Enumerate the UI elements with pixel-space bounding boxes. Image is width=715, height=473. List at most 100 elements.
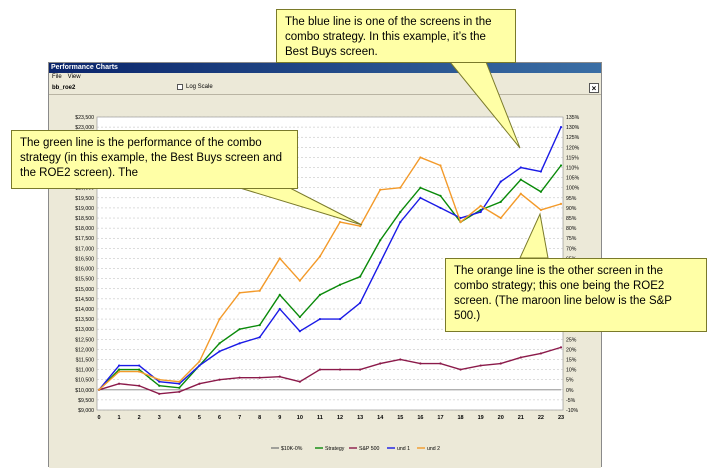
y-tick-label: $10,000 bbox=[75, 388, 94, 394]
log-scale-label: Log Scale bbox=[186, 84, 213, 90]
y2-tick-label: 70% bbox=[566, 246, 577, 252]
y-tick-label: $16,500 bbox=[75, 256, 94, 262]
x-tick-label: 23 bbox=[558, 415, 564, 421]
data-point bbox=[158, 378, 161, 381]
y2-tick-label: 105% bbox=[566, 176, 580, 182]
x-tick-label: 0 bbox=[97, 415, 100, 421]
y2-tick-label: 135% bbox=[566, 115, 580, 121]
y-tick-label: $17,000 bbox=[75, 246, 94, 252]
data-point bbox=[439, 194, 442, 197]
y-tick-label: $12,500 bbox=[75, 337, 94, 343]
chart-name: bb_roe2 bbox=[52, 85, 76, 91]
data-point bbox=[158, 384, 161, 387]
data-point bbox=[198, 382, 201, 385]
data-point bbox=[138, 384, 141, 387]
x-tick-label: 19 bbox=[478, 415, 484, 421]
data-point bbox=[258, 324, 261, 327]
data-point bbox=[258, 376, 261, 379]
data-point bbox=[459, 220, 462, 224]
data-point bbox=[419, 362, 422, 365]
data-point bbox=[278, 293, 281, 296]
data-point bbox=[178, 380, 181, 383]
data-point bbox=[158, 380, 161, 383]
y2-tick-label: 80% bbox=[566, 226, 577, 232]
y2-tick-label: 25% bbox=[566, 337, 577, 343]
data-point bbox=[338, 283, 342, 286]
legend-label: S&P 500 bbox=[359, 446, 379, 452]
y-tick-label: $15,500 bbox=[75, 277, 94, 283]
data-point bbox=[318, 255, 322, 258]
x-tick-label: 6 bbox=[218, 415, 221, 421]
close-chart-button[interactable]: × bbox=[589, 83, 599, 93]
data-point bbox=[238, 291, 241, 294]
y-tick-label: $18,500 bbox=[75, 216, 94, 222]
menu-file[interactable]: File bbox=[52, 74, 62, 80]
data-point bbox=[419, 156, 422, 159]
x-tick-label: 21 bbox=[518, 415, 524, 421]
x-tick-label: 8 bbox=[258, 415, 261, 421]
series-line bbox=[98, 156, 562, 391]
x-tick-label: 17 bbox=[437, 415, 443, 421]
x-tick-label: 7 bbox=[238, 415, 241, 421]
y-tick-label: $10,500 bbox=[75, 378, 94, 384]
data-point bbox=[399, 186, 402, 189]
data-point bbox=[539, 208, 543, 212]
data-point bbox=[218, 378, 221, 381]
x-tick-label: 10 bbox=[297, 415, 303, 421]
data-point bbox=[519, 192, 522, 195]
data-point bbox=[479, 210, 482, 214]
data-point bbox=[338, 317, 342, 321]
data-point bbox=[117, 382, 121, 385]
data-point bbox=[379, 188, 382, 191]
y-tick-label: $16,000 bbox=[75, 267, 94, 273]
x-tick-label: 18 bbox=[458, 415, 464, 421]
menu-view[interactable]: View bbox=[67, 74, 81, 80]
y2-tick-label: 5% bbox=[566, 378, 574, 384]
y-tick-label: $14,500 bbox=[75, 297, 94, 303]
data-point bbox=[379, 239, 382, 242]
data-point bbox=[158, 392, 161, 395]
y2-tick-label: 20% bbox=[566, 347, 577, 353]
data-point bbox=[539, 190, 543, 193]
x-tick-label: 13 bbox=[357, 415, 363, 421]
y-tick-label: $9,500 bbox=[78, 398, 94, 404]
data-point bbox=[559, 164, 563, 167]
data-point bbox=[298, 330, 301, 333]
y2-tick-label: 115% bbox=[566, 155, 579, 161]
x-tick-label: 20 bbox=[498, 415, 504, 421]
data-point bbox=[359, 225, 362, 228]
data-point bbox=[399, 358, 402, 361]
data-point bbox=[419, 186, 422, 189]
y2-tick-label: -10% bbox=[566, 408, 578, 414]
legend-label: und 2 bbox=[427, 446, 440, 452]
data-point bbox=[499, 180, 502, 183]
data-point bbox=[138, 368, 141, 371]
data-point bbox=[499, 362, 502, 365]
blue-line-callout: The blue line is one of the screens in t… bbox=[276, 9, 516, 63]
log-scale-checkbox[interactable] bbox=[177, 84, 183, 90]
y-tick-label: $18,000 bbox=[75, 226, 94, 232]
data-point bbox=[318, 293, 322, 296]
data-point bbox=[459, 368, 462, 371]
data-point bbox=[439, 164, 442, 167]
data-point bbox=[439, 206, 442, 210]
y2-tick-label: 100% bbox=[566, 186, 580, 192]
log-scale-toggle[interactable]: Log Scale bbox=[177, 84, 213, 90]
y-tick-label: $14,000 bbox=[75, 307, 94, 313]
data-point bbox=[399, 220, 402, 224]
y2-tick-label: 95% bbox=[566, 196, 577, 202]
y-tick-label: $12,000 bbox=[75, 347, 94, 353]
data-point bbox=[198, 364, 201, 367]
x-tick-label: 11 bbox=[317, 415, 323, 421]
data-point bbox=[539, 352, 543, 355]
y2-tick-label: 125% bbox=[566, 135, 580, 141]
data-point bbox=[117, 370, 121, 373]
legend-label: und 1 bbox=[397, 446, 410, 452]
y-tick-label: $19,000 bbox=[75, 206, 94, 212]
y-tick-label: $13,000 bbox=[75, 327, 94, 333]
chart-toolbar: bb_roe2 Log Scale × bbox=[49, 82, 601, 95]
y2-tick-label: 15% bbox=[566, 357, 577, 363]
x-tick-label: 9 bbox=[278, 415, 281, 421]
y-tick-label: $17,500 bbox=[75, 236, 94, 242]
data-point bbox=[419, 196, 422, 199]
